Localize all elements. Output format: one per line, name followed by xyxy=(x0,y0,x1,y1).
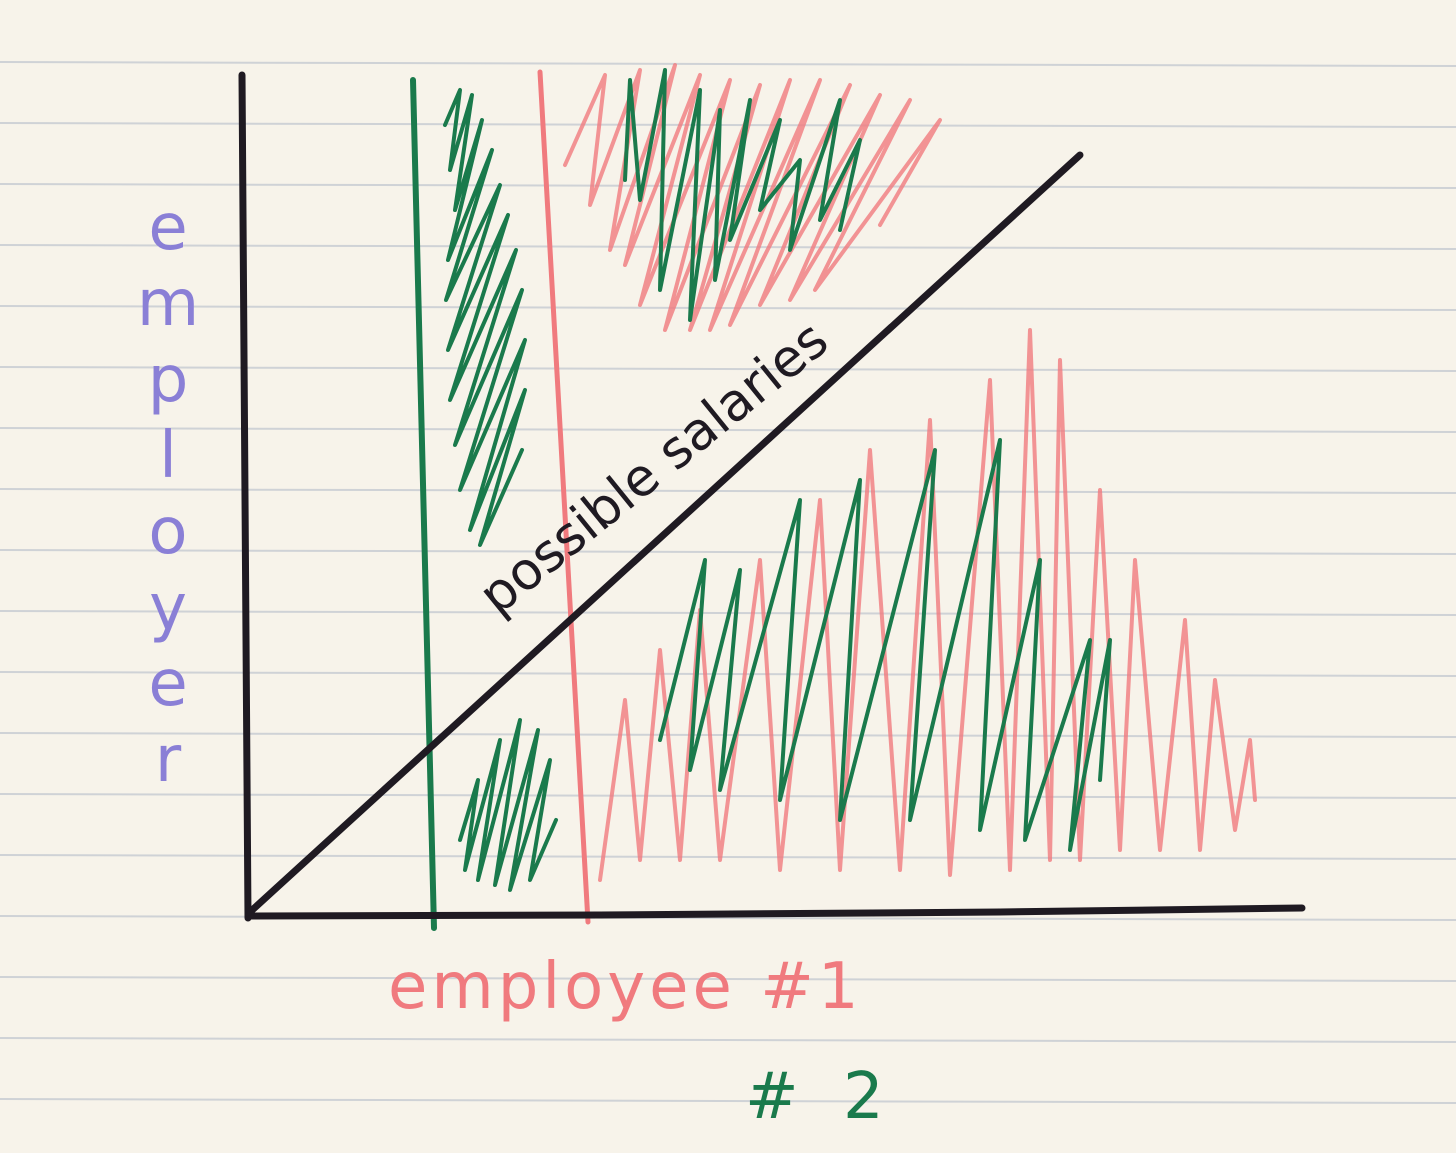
rule-line xyxy=(0,488,1456,494)
y-axis-label-letter: l xyxy=(159,419,177,493)
employee2-boundary-line xyxy=(410,77,437,931)
y-axis-label-letter: y xyxy=(149,571,187,645)
employee2-hatch-lower xyxy=(658,438,1112,852)
rule-line xyxy=(0,183,1456,189)
y-axis-label-letter: e xyxy=(148,191,188,265)
y-axis-label-letter: p xyxy=(147,343,189,417)
employee2-hatch-left xyxy=(443,88,527,547)
rule-line xyxy=(0,1098,1456,1104)
employee2-hatched-regions xyxy=(443,68,1112,892)
y-axis-label-letter: m xyxy=(136,267,200,341)
rule-line xyxy=(0,732,1456,738)
rule-line xyxy=(0,854,1456,860)
rule-line xyxy=(0,1037,1456,1043)
employee1-boundary-line xyxy=(537,69,591,925)
x-axis-label-employee-1: employee #1 xyxy=(388,950,863,1024)
y-axis-label-letter: e xyxy=(148,647,188,721)
y-axis-label-letter: r xyxy=(154,723,182,797)
rule-line xyxy=(0,915,1456,921)
rule-line xyxy=(0,122,1456,128)
employee2-hatch-upper xyxy=(623,68,862,322)
possible-salaries-diagonal xyxy=(246,151,1084,916)
rule-line xyxy=(0,61,1456,67)
x-axis xyxy=(244,904,1306,920)
rule-line xyxy=(0,976,1456,982)
employee2-hatch-bottom xyxy=(458,718,558,892)
y-axis-label-letter: o xyxy=(148,495,188,569)
rule-line xyxy=(0,305,1456,311)
rule-line xyxy=(0,244,1456,250)
y-axis xyxy=(238,71,252,922)
employee1-hatch-upper xyxy=(563,63,942,332)
rule-line xyxy=(0,549,1456,555)
rule-line xyxy=(0,671,1456,677)
x-axis-label-employee-2: # 2 xyxy=(745,1060,896,1134)
